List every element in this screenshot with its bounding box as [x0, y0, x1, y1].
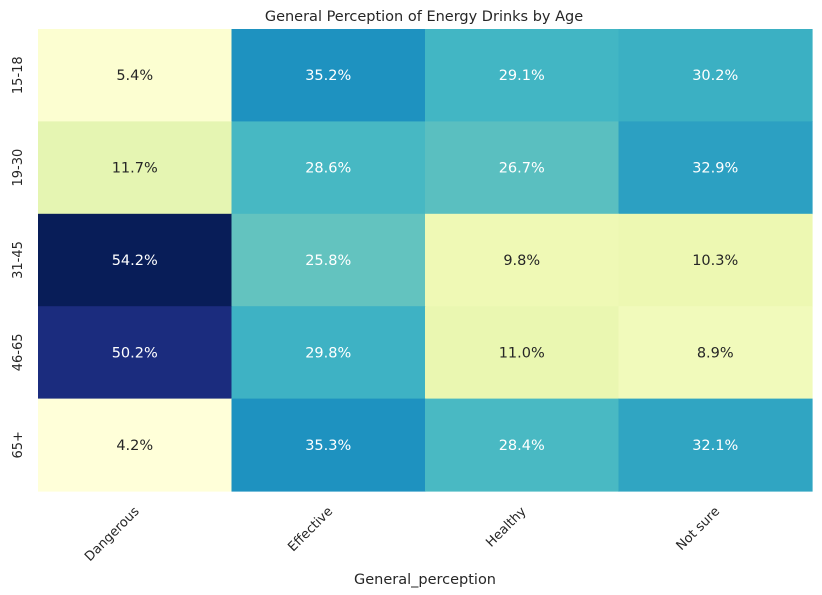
- cell-value-label: 29.1%: [499, 68, 545, 84]
- cell-value-label: 5.4%: [116, 68, 153, 84]
- y-tick-label: 46-65: [11, 334, 26, 372]
- y-tick-label: 19-30: [11, 149, 26, 187]
- heatmap-cell: [38, 213, 233, 307]
- y-tick-label: 15-18: [11, 56, 26, 94]
- heatmap-cell: [618, 398, 813, 492]
- cell-value-label: 9.8%: [503, 253, 540, 269]
- cell-value-label: 28.6%: [305, 161, 351, 177]
- cell-value-label: 30.2%: [692, 68, 738, 84]
- cell-value-label: 29.8%: [305, 345, 351, 361]
- cell-value-label: 4.2%: [116, 438, 153, 454]
- x-tick-label: Not sure: [674, 504, 723, 553]
- cell-value-label: 35.3%: [305, 438, 351, 454]
- heatmap-cell: [425, 121, 620, 215]
- cell-value-label: 54.2%: [112, 253, 158, 269]
- cell-value-label: 25.8%: [305, 253, 351, 269]
- x-axis-label: General_perception: [354, 572, 496, 588]
- heatmap-cell: [231, 121, 426, 215]
- heatmap-cell: [231, 398, 426, 492]
- heatmap-cell: [38, 29, 233, 122]
- heatmap-cell: [618, 121, 813, 215]
- cell-value-label: 32.9%: [692, 161, 738, 177]
- heatmap-cell: [618, 306, 813, 400]
- heatmap-cell: [618, 29, 813, 122]
- cell-value-label: 50.2%: [112, 345, 158, 361]
- cell-value-label: 11.7%: [112, 161, 158, 177]
- heatmap-cell: [425, 29, 620, 122]
- cell-value-label: 26.7%: [499, 161, 545, 177]
- y-tick-label: 65+: [11, 431, 26, 458]
- x-tick-label: Dangerous: [82, 504, 143, 565]
- cell-value-label: 8.9%: [697, 345, 734, 361]
- y-tick-label: 31-45: [11, 241, 26, 279]
- heatmap-cell: [38, 306, 233, 400]
- y-tick-labels: 15-18 19-30 31-45 46-65 65+: [11, 56, 26, 458]
- heatmap-cell: [38, 121, 233, 215]
- cell-value-label: 35.2%: [305, 68, 351, 84]
- cell-value-label: 32.1%: [692, 438, 738, 454]
- chart-title: General Perception of Energy Drinks by A…: [265, 9, 583, 25]
- heatmap-cell: [425, 213, 620, 307]
- heatmap-cell: [425, 398, 620, 492]
- cell-value-label: 11.0%: [499, 345, 545, 361]
- heatmap-cell: [231, 29, 426, 122]
- heatmap-cell: [231, 213, 426, 307]
- heatmap-cell: [618, 213, 813, 307]
- heatmap-cell: [425, 306, 620, 400]
- heatmap-cells: 5.4% 35.2% 29.1% 30.2% 11.7% 28.6% 26.7% 32.9% 5…: [38, 29, 813, 492]
- x-tick-label: Healthy: [483, 504, 529, 550]
- x-tick-labels: Dangerous Effective Healthy Not sure: [82, 504, 723, 565]
- x-tick-label: Effective: [285, 504, 336, 555]
- heatmap-cell: [38, 398, 233, 492]
- cell-value-label: 10.3%: [692, 253, 738, 269]
- cell-value-label: 28.4%: [499, 438, 545, 454]
- heatmap-cell: [231, 306, 426, 400]
